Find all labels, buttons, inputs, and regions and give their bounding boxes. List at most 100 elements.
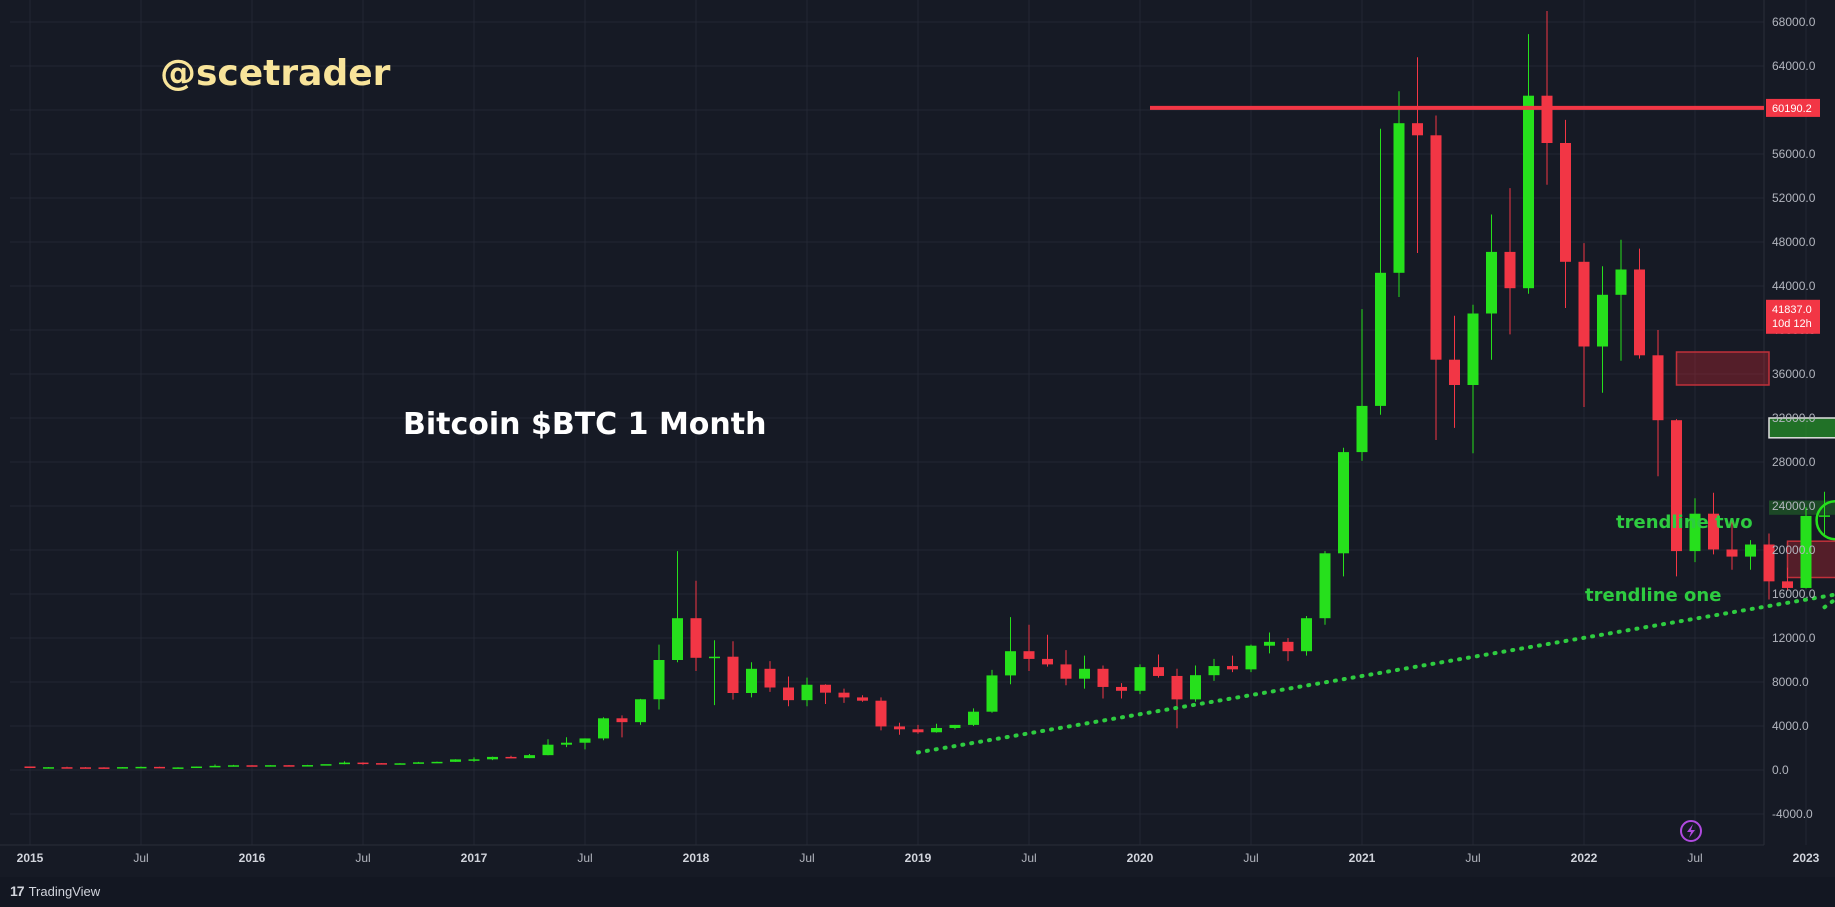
trendline-label: trendline two bbox=[1616, 512, 1753, 533]
lightning-icon[interactable] bbox=[1680, 820, 1702, 842]
watermark-text: @scetrader bbox=[160, 53, 391, 94]
candle-body bbox=[1726, 549, 1738, 557]
candle-body bbox=[61, 767, 73, 769]
x-tick-label: Jul bbox=[355, 851, 370, 865]
candle-body bbox=[1615, 269, 1627, 295]
candle-body bbox=[1578, 261, 1590, 347]
y-tick-label: 68000.0 bbox=[1772, 15, 1816, 29]
candle-body bbox=[598, 718, 609, 739]
candle-body bbox=[1597, 294, 1608, 347]
candle-body bbox=[246, 765, 258, 767]
x-tick-label: Jul bbox=[577, 851, 592, 865]
candle-body bbox=[1819, 515, 1830, 517]
candle-body bbox=[487, 756, 498, 760]
x-tick-label: 2019 bbox=[905, 851, 932, 865]
candle-body bbox=[1430, 135, 1442, 360]
tradingview-brand[interactable]: 17 TradingView bbox=[10, 883, 100, 899]
candle-body bbox=[838, 692, 850, 698]
y-tick-label: 52000.0 bbox=[1772, 191, 1816, 205]
candle-body bbox=[1652, 355, 1664, 421]
candle-body bbox=[690, 618, 702, 658]
candle-body bbox=[709, 656, 720, 659]
candle-body bbox=[931, 727, 942, 733]
x-tick-label: 2021 bbox=[1349, 851, 1376, 865]
candle-body bbox=[1245, 645, 1257, 670]
x-tick-label: 2022 bbox=[1571, 851, 1598, 865]
candlestick-chart[interactable]: trendline one trendline two @scetrader Bi… bbox=[0, 0, 1835, 877]
x-tick-label: Jul bbox=[133, 851, 148, 865]
candle-body bbox=[764, 668, 776, 688]
x-tick-label: 2017 bbox=[461, 851, 488, 865]
y-tick-label: -4000.0 bbox=[1772, 807, 1813, 821]
y-axis[interactable]: 68000.064000.060000.056000.052000.048000… bbox=[1772, 15, 1816, 821]
candle-body bbox=[524, 755, 535, 759]
x-axis[interactable]: 2015 Jul 2016 Jul 2017 Jul 2018 Jul 2019 Jul 2020 J… bbox=[17, 851, 1835, 865]
level-price-tag bbox=[1766, 98, 1820, 117]
candles bbox=[24, 11, 1835, 769]
x-tick-label: 2016 bbox=[239, 851, 266, 865]
candle-body bbox=[1671, 420, 1682, 552]
candle-body bbox=[1356, 405, 1368, 453]
candle-body bbox=[1190, 675, 1201, 700]
y-tick-label: 48000.0 bbox=[1772, 235, 1816, 249]
candle-body bbox=[320, 764, 332, 766]
candle-body bbox=[801, 684, 813, 701]
candle-body bbox=[283, 765, 295, 767]
candle-body bbox=[579, 738, 591, 743]
x-tick-label: Jul bbox=[1465, 851, 1480, 865]
candle-body bbox=[1504, 251, 1516, 289]
candle-body bbox=[820, 684, 831, 693]
x-tick-label: 2023 bbox=[1793, 851, 1820, 865]
candle-body bbox=[357, 762, 369, 765]
candle-body bbox=[635, 699, 646, 723]
candle-body bbox=[561, 742, 572, 745]
candle-body bbox=[228, 765, 239, 767]
candle-body bbox=[1023, 651, 1035, 659]
y-tick-label: 12000.0 bbox=[1772, 631, 1816, 645]
current-price-tag bbox=[1766, 299, 1820, 334]
y-tick-label: 64000.0 bbox=[1772, 59, 1816, 73]
candle-body bbox=[1745, 544, 1756, 557]
y-tick-label: 20000.0 bbox=[1772, 543, 1816, 557]
candle-body bbox=[1079, 668, 1090, 679]
candle-body bbox=[394, 763, 406, 765]
candle-body bbox=[1005, 651, 1016, 676]
candle-body bbox=[672, 618, 683, 660]
current-price-text: 41837.0 bbox=[1772, 304, 1812, 316]
tradingview-logo-icon: 17 bbox=[10, 883, 25, 899]
candle-body bbox=[783, 687, 794, 701]
trendline-label: trendline one bbox=[1585, 585, 1721, 606]
brand-name: TradingView bbox=[28, 883, 101, 899]
x-tick-label: Jul bbox=[1687, 851, 1702, 865]
candle-body bbox=[413, 762, 424, 764]
y-tick-label: 56000.0 bbox=[1772, 147, 1816, 161]
candle-body bbox=[1134, 667, 1146, 691]
countdown-text: 10d 12h bbox=[1772, 318, 1812, 330]
candle-body bbox=[968, 711, 979, 725]
candle-body bbox=[1319, 553, 1331, 619]
candle-body bbox=[1060, 664, 1072, 679]
candle-body bbox=[43, 767, 54, 769]
zone-red bbox=[1675, 351, 1770, 386]
candle-body bbox=[339, 762, 350, 765]
candle-body bbox=[1042, 658, 1053, 665]
candle-body bbox=[302, 765, 313, 767]
candle-body bbox=[80, 767, 91, 769]
candle-body bbox=[1393, 123, 1405, 273]
candle-body bbox=[1467, 313, 1479, 385]
candle-body bbox=[135, 766, 147, 769]
candle-body bbox=[24, 766, 36, 768]
candle-body bbox=[1338, 452, 1349, 554]
y-tick-label: 44000.0 bbox=[1772, 279, 1816, 293]
candle-body bbox=[875, 700, 887, 727]
candle-body bbox=[894, 726, 905, 730]
candle-body bbox=[1153, 667, 1164, 676]
x-tick-label: Jul bbox=[1021, 851, 1036, 865]
x-tick-label: Jul bbox=[1243, 851, 1258, 865]
candle-body bbox=[653, 660, 665, 700]
candle-body bbox=[117, 767, 128, 769]
candle-body bbox=[1763, 544, 1775, 582]
candle-body bbox=[468, 759, 480, 761]
y-tick-label: 24000.0 bbox=[1772, 499, 1816, 513]
